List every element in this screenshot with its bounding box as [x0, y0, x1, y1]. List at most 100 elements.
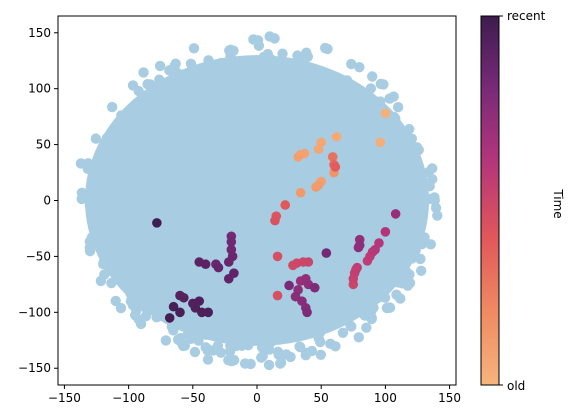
cloud-point [392, 101, 404, 113]
data-point [194, 296, 205, 306]
cloud-point [90, 133, 102, 144]
cloud-point [360, 90, 372, 102]
data-point [331, 131, 342, 142]
cloud-point [424, 181, 435, 192]
cloud-point [337, 327, 349, 338]
data-point [374, 238, 384, 248]
cloud-point [123, 124, 134, 135]
cloud-point [111, 150, 123, 161]
cloud-point [367, 71, 378, 82]
cloud-point [343, 81, 354, 92]
data-point [380, 108, 391, 119]
cloud-point [368, 302, 379, 313]
cloud-point [261, 332, 272, 343]
cloud-point [298, 67, 310, 79]
colorbar-title: Time [551, 188, 565, 218]
cloud-point [106, 277, 117, 289]
cloud-point [375, 96, 386, 107]
data-point [168, 301, 179, 312]
cloud-point [345, 294, 357, 305]
cloud-point [264, 31, 275, 42]
data-point [270, 215, 280, 226]
colorbar [480, 15, 500, 386]
cloud-point [365, 276, 376, 288]
cloud-point [110, 295, 121, 307]
cloud-point [164, 95, 175, 107]
cloud-point [292, 75, 304, 86]
data-point [152, 218, 162, 228]
cloud-point [104, 236, 115, 247]
data-point [200, 259, 211, 270]
y-tick-label: −50 [26, 249, 51, 263]
cloud-point [224, 346, 236, 357]
data-point [272, 251, 283, 262]
cloud-point [141, 303, 152, 314]
cloud-point [366, 266, 377, 277]
cloud-point [118, 249, 130, 261]
cloud-point [322, 43, 333, 55]
cloud-point [410, 240, 422, 251]
cloud-point [268, 332, 280, 343]
cloud-point [138, 67, 149, 78]
y-tick-label: 100 [28, 82, 51, 96]
cloud-point [415, 265, 427, 277]
cloud-point [390, 265, 402, 277]
y-tick-label: 0 [43, 194, 51, 208]
cloud-point [125, 288, 136, 299]
cloud-point [206, 325, 218, 336]
cloud-point [142, 78, 153, 90]
cloud-point [115, 201, 126, 212]
cloud-point [346, 321, 357, 332]
cloud-point [140, 311, 152, 322]
x-tick-label: −100 [112, 391, 145, 405]
cloud-point [95, 275, 107, 287]
data-point [303, 257, 314, 267]
cloud-point [160, 335, 172, 346]
cloud-point [168, 325, 179, 336]
cloud-point [325, 338, 336, 350]
cloud-point [378, 260, 389, 271]
data-point [330, 162, 341, 172]
data-point [179, 292, 189, 303]
cloud-point [127, 80, 139, 91]
cloud-point [275, 358, 286, 369]
data-point [380, 227, 391, 237]
cloud-point [315, 327, 326, 338]
cloud-point [392, 168, 403, 179]
cloud-point [393, 159, 404, 171]
cloud-point [346, 58, 357, 70]
cloud-point [128, 109, 139, 121]
cloud-point [315, 349, 327, 360]
cloud-point [426, 163, 438, 174]
cloud-point [169, 64, 180, 76]
time-colored-points [152, 108, 401, 323]
cloud-point [215, 347, 227, 358]
cloud-point [404, 277, 416, 289]
cloud-point [383, 129, 394, 141]
data-point [293, 152, 303, 162]
cloud-point [93, 167, 104, 178]
cloud-point [406, 253, 418, 264]
cloud-point [286, 316, 297, 327]
data-point [164, 313, 175, 323]
cloud-point [224, 323, 236, 335]
data-point [203, 307, 214, 318]
cloud-point [135, 288, 146, 300]
cloud-point [365, 83, 377, 94]
cloud-point [361, 322, 372, 333]
cloud-point [154, 291, 166, 303]
cloud-point [275, 325, 287, 337]
data-point [375, 137, 386, 148]
data-point [223, 257, 234, 267]
cloud-point [263, 359, 275, 371]
cloud-point [277, 48, 288, 59]
cloud-point [216, 329, 227, 340]
cloud-point [236, 340, 247, 351]
data-point [226, 237, 237, 247]
cloud-point [122, 272, 133, 284]
cloud-point [375, 78, 387, 90]
cloud-point [193, 335, 204, 346]
cloud-point [331, 313, 342, 324]
cloud-point [395, 275, 407, 287]
cloud-point [106, 101, 118, 113]
